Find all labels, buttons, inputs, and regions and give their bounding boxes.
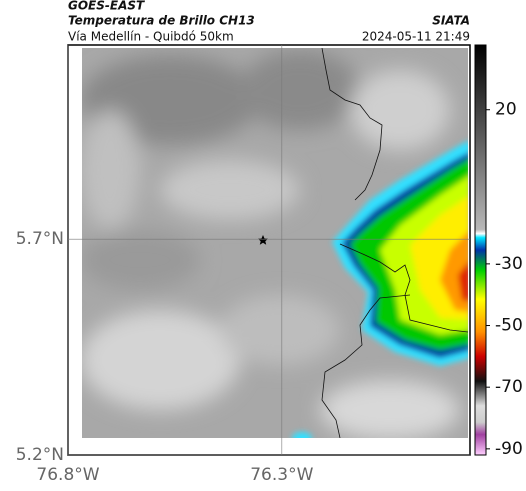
colorbar-label: -30 (495, 254, 523, 274)
satellite-image (82, 48, 468, 438)
subtitle: Temperatura de Brillo CH13 (68, 14, 255, 28)
location-marker (257, 235, 268, 245)
source: SIATA (432, 14, 470, 28)
y-tick-label: 5.2°N (16, 445, 64, 465)
title: GOES-EAST (68, 0, 145, 13)
location: Vía Medellín - Quibdó 50km (68, 30, 234, 44)
x-tick-label: 76.8°W (36, 465, 99, 485)
y-tick-label: 5.7°N (16, 229, 64, 249)
colorbar (474, 44, 487, 456)
colorbar-label: -70 (495, 377, 523, 397)
colorbar-label: 20 (495, 100, 517, 120)
datetime: 2024-05-11 21:49 (362, 30, 470, 44)
colorbar-label: -90 (495, 439, 523, 459)
x-tick-label: 76.3°W (250, 465, 313, 485)
axes: 76.8°W 76.3°W 5.7°N 5.2°N 20 -30 -50 -70 -90 (16, 45, 523, 485)
colorbar-label: -50 (495, 316, 523, 336)
